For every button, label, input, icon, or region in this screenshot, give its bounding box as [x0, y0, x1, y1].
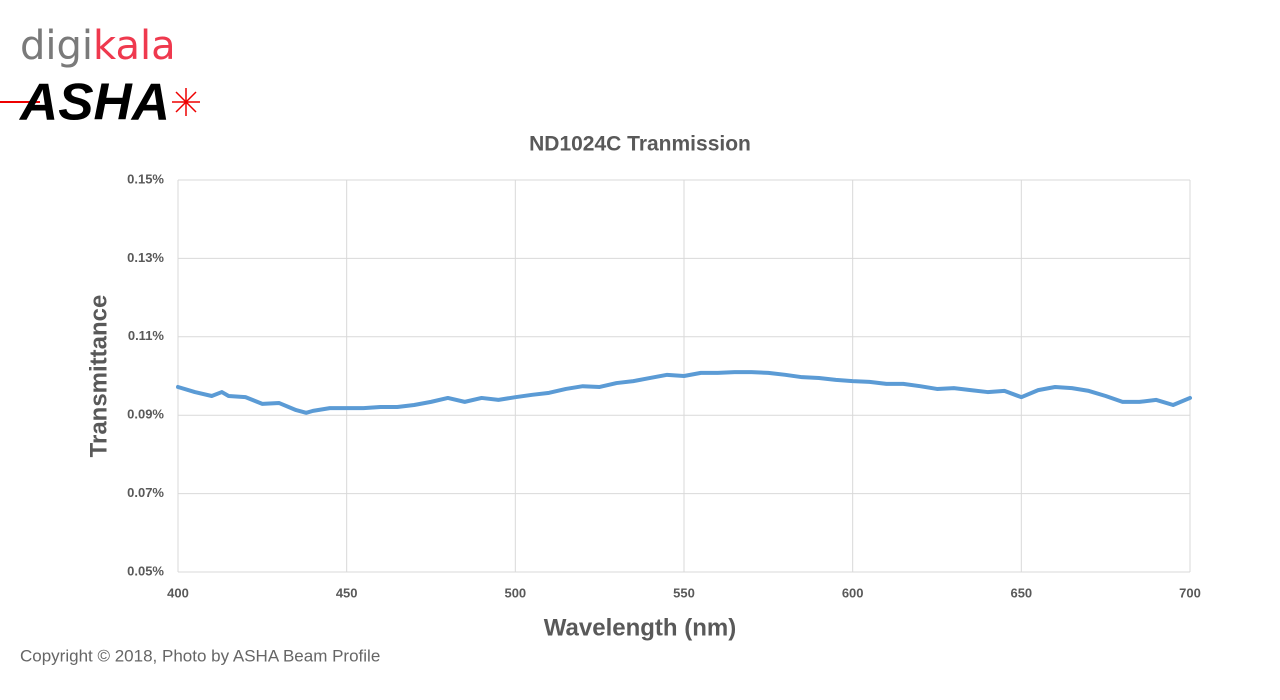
data-line — [176, 370, 1192, 415]
logo-digi: digi — [20, 23, 93, 69]
y-tick-label: 0.13% — [127, 250, 164, 265]
logo-kala: kala — [93, 23, 176, 69]
x-tick-label: 650 — [1010, 585, 1032, 600]
copyright: Copyright © 2018, Photo by ASHA Beam Pro… — [20, 646, 380, 665]
x-tick-label: 700 — [1179, 585, 1201, 600]
logo-digikala: digikala — [20, 23, 176, 69]
x-tick-label: 600 — [842, 585, 864, 600]
x-axis-label: Wavelength (nm) — [544, 614, 736, 641]
chart-title: ND1024C Tranmission — [529, 133, 751, 156]
plot-area: 0.05% 0.07% 0.09% 0.11% 0.13% 0.15% 400 450 500 5… — [127, 171, 1201, 600]
x-tick-label: 550 — [673, 585, 695, 600]
laser-star — [172, 88, 200, 116]
x-tick-label: 500 — [504, 585, 526, 600]
y-tick-label: 0.11% — [128, 328, 165, 343]
x-tick-label: 400 — [167, 585, 189, 600]
y-tick-label: 0.05% — [127, 563, 164, 578]
y-tick-label: 0.15% — [127, 171, 164, 186]
y-tick-label: 0.07% — [127, 485, 164, 500]
x-tick-label: 450 — [336, 585, 358, 600]
logo-asha: ASHA — [18, 74, 170, 132]
y-axis-label: Transmittance — [85, 295, 112, 458]
y-tick-label: 0.09% — [127, 407, 164, 422]
